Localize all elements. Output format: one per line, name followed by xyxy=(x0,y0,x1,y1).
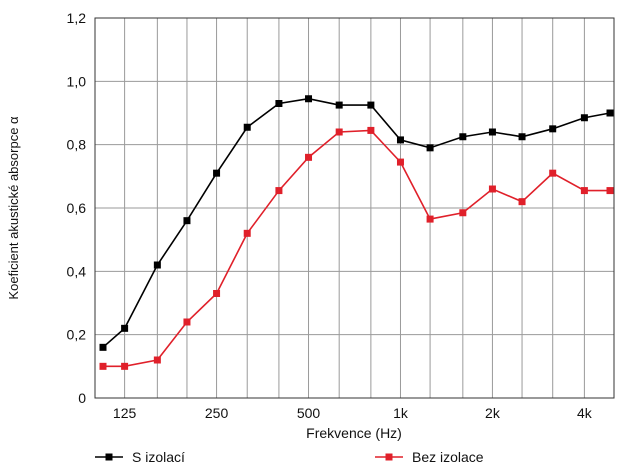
data-point xyxy=(275,187,283,195)
y-tick-label: 1,0 xyxy=(67,73,87,89)
data-point xyxy=(99,362,107,370)
plot-frame xyxy=(94,17,615,399)
x-tick-label: 125 xyxy=(113,405,137,421)
data-point xyxy=(213,290,221,297)
series-1 xyxy=(99,95,614,351)
data-point xyxy=(518,198,526,206)
data-point xyxy=(121,362,129,370)
x-tick-label: 4k xyxy=(577,405,593,421)
y-axis-title: Koeficient akustické absorpce α xyxy=(6,116,21,300)
data-point xyxy=(426,144,434,152)
data-point xyxy=(396,158,404,166)
data-point xyxy=(335,128,343,136)
legend-label: S izolací xyxy=(132,449,185,465)
data-point xyxy=(606,187,614,195)
data-point xyxy=(213,169,221,177)
x-tick-label: 250 xyxy=(205,405,229,421)
data-point xyxy=(121,324,129,332)
data-point xyxy=(396,136,404,144)
data-point xyxy=(488,128,496,136)
legend-label: Bez izolace xyxy=(412,449,484,465)
series-2 xyxy=(99,126,614,370)
data-point xyxy=(518,133,526,141)
series-line xyxy=(103,129,610,368)
data-point xyxy=(183,318,191,326)
data-point xyxy=(367,126,375,134)
data-point xyxy=(243,229,251,237)
legend-item: S izolací xyxy=(95,449,185,465)
data-point xyxy=(367,101,375,109)
y-tick-label: 0,4 xyxy=(67,263,87,279)
data-point xyxy=(549,125,557,133)
x-axis-title: Frekvence (Hz) xyxy=(306,425,402,441)
x-tick-label: 1k xyxy=(393,405,409,421)
legend: S izolací Bez izolace xyxy=(95,449,484,465)
series-layer xyxy=(99,95,614,370)
data-point xyxy=(606,109,614,117)
legend-marker xyxy=(105,453,113,461)
data-point xyxy=(335,101,343,109)
x-tick-label: 2k xyxy=(485,405,501,421)
data-point xyxy=(549,169,557,177)
data-point xyxy=(243,123,251,131)
data-point xyxy=(459,209,467,217)
legend-item: Bez izolace xyxy=(375,449,484,465)
data-point xyxy=(488,185,496,193)
data-point xyxy=(153,261,161,269)
legend-marker xyxy=(385,453,393,461)
y-tick-label: 0,2 xyxy=(67,327,87,343)
data-point xyxy=(305,153,313,161)
x-tick-label: 500 xyxy=(297,405,321,421)
data-point xyxy=(99,343,107,351)
data-point xyxy=(275,100,283,107)
data-point xyxy=(305,95,313,103)
series-line xyxy=(102,97,611,348)
tick-labels: 125 250 500 1k 2k 4k 0 0,2 0,4 0,6 0,8 1,0 1,2 xyxy=(67,10,593,421)
y-tick-label: 0,6 xyxy=(67,200,87,216)
data-point xyxy=(183,217,191,225)
y-tick-label: 1,2 xyxy=(67,10,87,26)
y-tick-label: 0 xyxy=(78,390,86,406)
data-point xyxy=(580,114,588,122)
data-point xyxy=(580,187,588,195)
y-tick-label: 0,8 xyxy=(67,137,87,153)
data-point xyxy=(459,133,467,141)
data-point xyxy=(426,215,434,223)
data-point xyxy=(153,356,161,364)
